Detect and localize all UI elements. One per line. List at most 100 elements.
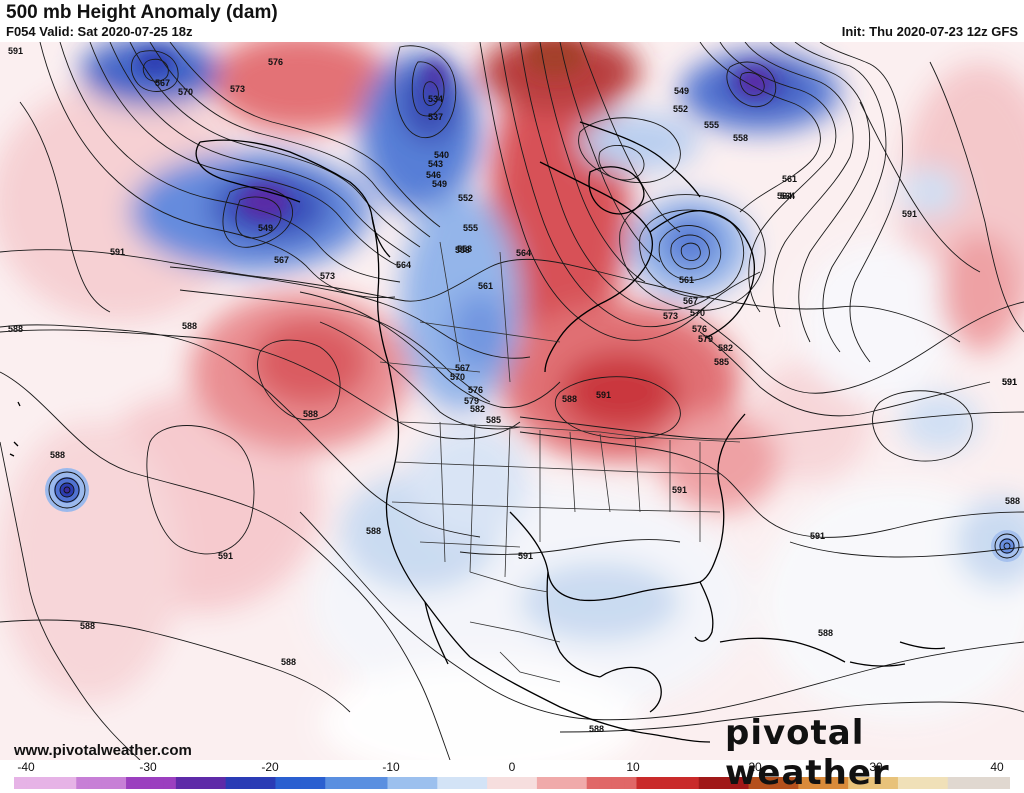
contour-label: 591: [110, 247, 125, 257]
colorbar-swatch: [897, 777, 911, 789]
colorbar-swatch: [798, 777, 812, 789]
contour-label: 567: [155, 78, 170, 88]
contour-label: 561: [679, 275, 694, 285]
colorbar-swatch: [250, 777, 264, 789]
colorbar-swatch: [462, 777, 476, 789]
colorbar-tick: -20: [261, 760, 279, 774]
contour-label: 543: [428, 159, 443, 169]
colorbar-swatch: [761, 777, 774, 789]
colorbar-swatch: [312, 777, 326, 789]
colorbar-swatch: [175, 777, 189, 789]
colorbar-swatch: [785, 777, 799, 789]
contour-label: 534: [428, 94, 443, 104]
colorbar-swatch: [686, 777, 700, 789]
contour-label: 570: [450, 372, 465, 382]
contour-label: 585: [486, 415, 501, 425]
contour-label: 540: [434, 150, 449, 160]
colorbar-swatch: [960, 777, 974, 789]
colorbar-swatch: [636, 777, 650, 789]
colorbar-swatch: [424, 777, 438, 789]
colorbar-swatch: [76, 777, 90, 789]
contour-label: 582: [470, 404, 485, 414]
colorbar-swatch: [26, 777, 40, 789]
website-credit[interactable]: www.pivotalweather.com: [14, 742, 192, 759]
contour-label: 567: [274, 255, 289, 265]
colorbar-swatch: [126, 777, 139, 789]
colorbar-swatch: [736, 777, 750, 789]
contour-label: 555: [704, 120, 719, 130]
colorbar-swatch: [611, 777, 625, 789]
political-borders: [379, 241, 741, 683]
contour-label: 549: [432, 179, 447, 189]
contour-label: 573: [320, 271, 335, 281]
colorbar-swatch: [412, 777, 426, 789]
colorbar-swatch: [14, 777, 27, 789]
contour-label: 591: [518, 551, 533, 561]
colorbar-swatch: [474, 777, 488, 789]
colorbar-swatch: [200, 777, 214, 789]
contour-label: 558: [733, 133, 748, 143]
colorbar-swatch: [63, 777, 77, 789]
contour-label: 579: [464, 396, 479, 406]
brand-logo: pivotal weather: [725, 713, 890, 793]
colorbar-swatch: [437, 777, 451, 789]
contour-label: 585: [714, 357, 729, 367]
contour-label: 588: [562, 394, 577, 404]
colorbar-swatch: [337, 777, 351, 789]
contour-label: 576: [468, 385, 483, 395]
contour-label: 552: [458, 193, 473, 203]
colorbar-ticks: -40 -30 -20 -10 0 10 20 30 40: [0, 760, 1024, 776]
colorbar-swatch: [910, 777, 924, 789]
colorbar-tick: -40: [17, 760, 35, 774]
colorbar-swatch: [238, 777, 252, 789]
colorbar-swatch: [835, 777, 849, 789]
contour-label: 591: [596, 390, 611, 400]
contour-label: 558: [457, 244, 472, 254]
contour-label: 567: [455, 363, 470, 373]
colorbar-swatch: [325, 777, 339, 789]
contour-label: 564: [780, 191, 795, 201]
colorbar-tick: 10: [626, 760, 640, 774]
colorbar-swatch: [38, 777, 52, 789]
colorbar-swatch: [922, 777, 936, 789]
colorbar-swatch: [213, 777, 227, 789]
height-contours: [0, 42, 1024, 760]
colorbar-swatch: [935, 777, 949, 789]
map-title: 500 mb Height Anomaly (dam): [6, 2, 278, 23]
contour-label: 582: [718, 343, 733, 353]
colorbar-swatch: [873, 777, 886, 789]
contour-label: 588: [818, 628, 833, 638]
colorbar-swatch: [275, 777, 289, 789]
tropical-storm-pacific: [45, 468, 89, 512]
contour-label: 573: [663, 311, 678, 321]
tropical-storm-atlantic: [991, 530, 1023, 562]
colorbar-swatch: [586, 777, 600, 789]
colorbar-swatch: [512, 777, 525, 789]
contour-label: 558: [455, 245, 470, 255]
contour-label: 549: [674, 86, 689, 96]
contour-label: 588: [50, 450, 65, 460]
contour-label: 576: [268, 57, 283, 67]
colorbar-swatch: [138, 777, 152, 789]
contour-label: 591: [218, 551, 233, 561]
colorbar-swatch: [723, 777, 737, 789]
anomaly-map: 591 567 570 576 573 534 537 540 543 546 …: [0, 42, 1024, 760]
contour-label: 567: [683, 296, 698, 306]
colorbar-swatch: [823, 777, 837, 789]
colorbar-swatch: [673, 777, 687, 789]
contour-label: 588: [589, 724, 604, 734]
colorbar-swatch: [648, 777, 662, 789]
colorbar-tick: 40: [990, 760, 1004, 774]
contour-label: 588: [281, 657, 296, 667]
contour-label: 591: [1002, 377, 1017, 387]
colorbar-swatch: [599, 777, 613, 789]
contour-label: 588: [8, 324, 23, 334]
contour-label: 588: [366, 526, 381, 536]
contour-label: 561: [478, 281, 493, 291]
contour-label: 576: [692, 324, 707, 334]
colorbar-swatch: [375, 777, 388, 789]
contour-label: 555: [463, 223, 478, 233]
colorbar-swatch: [624, 777, 637, 789]
contour-label: 591: [1002, 377, 1017, 387]
colorbar-tick: 20: [748, 760, 762, 774]
